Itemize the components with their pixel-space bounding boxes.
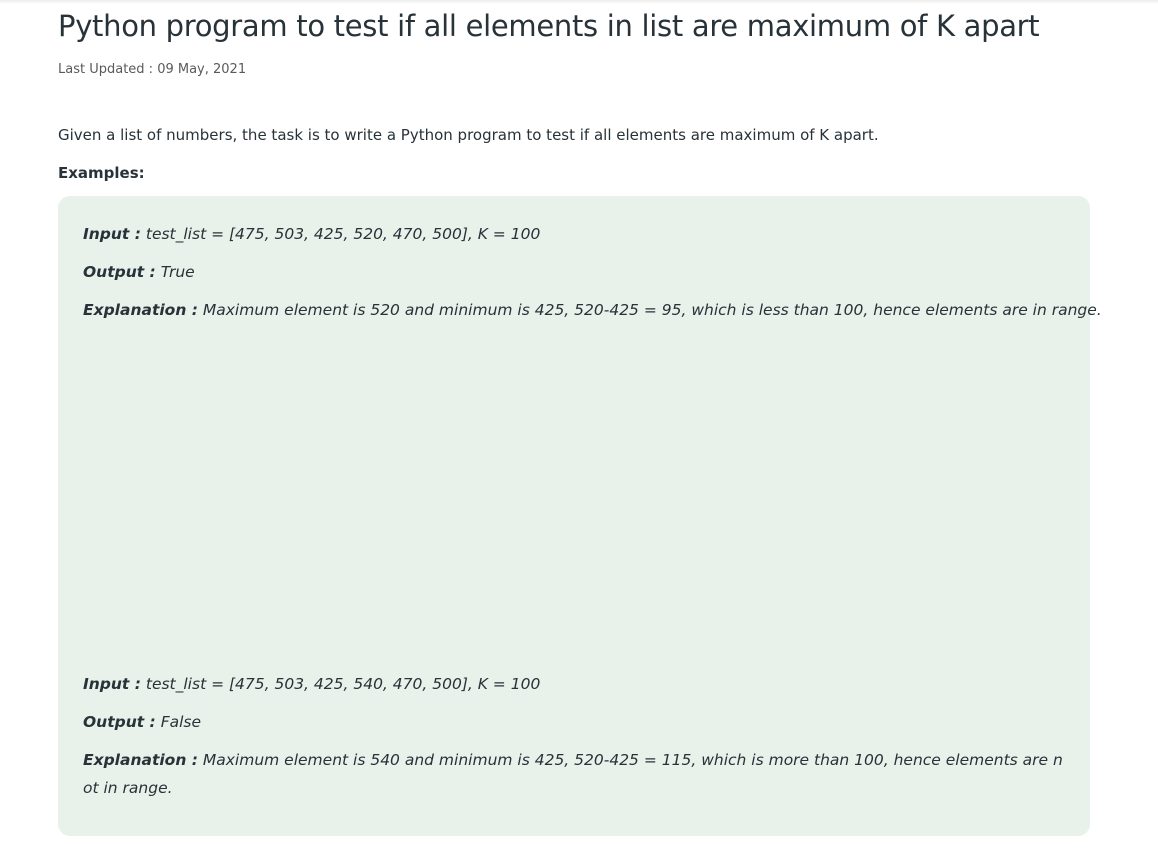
explanation-label: Explanation : [83,751,198,769]
output-label: Output : [83,263,156,281]
article-title: Python program to test if all elements i… [58,9,1040,43]
last-updated: Last Updated : 09 May, 2021 [58,62,247,77]
intro-paragraph: Given a list of numbers, the task is to … [58,126,879,144]
input-value: test_list = [475, 503, 425, 540, 470, 50… [140,675,541,693]
explanation-value: Maximum element is 540 and minimum is 42… [83,751,1063,797]
examples-heading: Examples: [58,164,145,182]
example-2-output: Output : False [83,708,201,736]
example-1-input: Input : test_list = [475, 503, 425, 520,… [83,220,540,248]
example-1-output: Output : True [83,258,195,286]
example-1-explanation: Explanation : Maximum element is 520 and… [83,296,1102,324]
input-label: Input : [83,675,141,693]
example-box: Input : test_list = [475, 503, 425, 520,… [58,196,1102,836]
example-2-input: Input : test_list = [475, 503, 425, 540,… [83,670,540,698]
input-label: Input : [83,225,141,243]
explanation-label: Explanation : [83,301,198,319]
top-shadow [0,0,1158,4]
output-value: True [155,263,195,281]
example-2-explanation: Explanation : Maximum element is 540 and… [83,746,1068,802]
input-value: test_list = [475, 503, 425, 520, 470, 50… [140,225,541,243]
output-label: Output : [83,713,156,731]
explanation-value: Maximum element is 520 and minimum is 42… [197,301,1102,319]
output-value: False [155,713,202,731]
